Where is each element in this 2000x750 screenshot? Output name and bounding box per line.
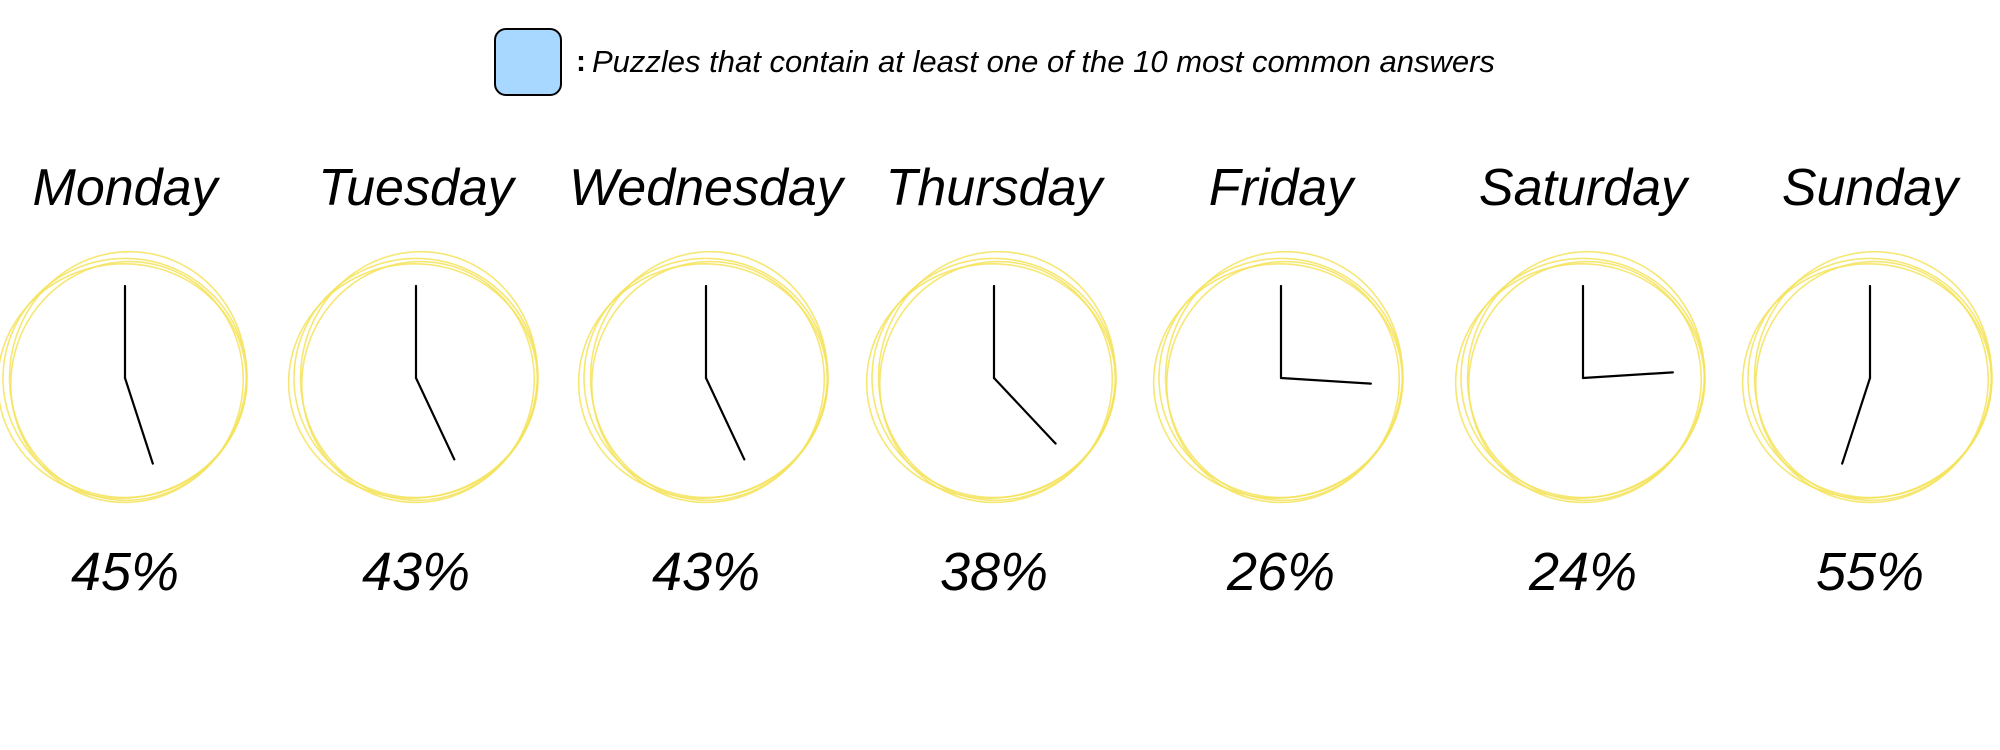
value-label-saturday: 24% bbox=[1528, 542, 1637, 602]
clock-thursday: Thursday 38% bbox=[865, 159, 1117, 602]
clock-face-stroke bbox=[1754, 260, 1990, 504]
clock-face bbox=[865, 250, 1117, 504]
clock-face-stroke bbox=[8, 250, 248, 502]
value-label-monday: 45% bbox=[71, 542, 179, 602]
clock-face-stroke bbox=[0, 262, 248, 500]
legend: : Puzzles that contain at least one of t… bbox=[494, 26, 1495, 98]
clock-face-stroke bbox=[1467, 260, 1703, 504]
clock-face bbox=[1152, 250, 1404, 504]
legend-colon: : bbox=[576, 45, 586, 78]
clock-face-stroke bbox=[1741, 262, 1993, 500]
day-label-wednesday: Wednesday bbox=[569, 159, 846, 217]
value-label-friday: 26% bbox=[1226, 542, 1335, 602]
clock-face-stroke bbox=[1164, 250, 1404, 502]
day-label-monday: Monday bbox=[33, 159, 221, 217]
day-label-sunday: Sunday bbox=[1782, 159, 1961, 217]
clock-face-stroke bbox=[9, 260, 245, 504]
clock-friday: Friday 26% bbox=[1152, 159, 1404, 602]
clock-face-stroke bbox=[1454, 262, 1706, 500]
clock-monday: Monday 45% bbox=[0, 159, 248, 602]
clock-value-hand bbox=[123, 376, 154, 465]
clock-face-stroke bbox=[299, 250, 539, 502]
value-label-tuesday: 43% bbox=[362, 542, 470, 602]
day-label-saturday: Saturday bbox=[1479, 159, 1690, 217]
day-label-thursday: Thursday bbox=[886, 159, 1106, 217]
clock-face-stroke bbox=[865, 262, 1117, 500]
clock-face-stroke bbox=[878, 260, 1114, 504]
clock-tuesday: Tuesday 43% bbox=[287, 159, 539, 602]
clock-face-stroke bbox=[287, 262, 539, 500]
clock-face bbox=[1741, 250, 1993, 504]
clock-face-stroke bbox=[300, 260, 536, 504]
clock-face bbox=[0, 250, 248, 504]
clock-face bbox=[577, 250, 829, 504]
clock-face-stroke bbox=[1466, 250, 1706, 502]
legend-swatch bbox=[494, 28, 562, 96]
clock-face bbox=[1454, 250, 1706, 504]
clock-face-stroke bbox=[590, 260, 826, 504]
clock-face-stroke bbox=[877, 250, 1117, 502]
clock-value-hand bbox=[704, 376, 746, 461]
clock-wednesday: Wednesday 43% bbox=[569, 159, 846, 602]
clock-face-stroke bbox=[577, 262, 829, 500]
clock-face-stroke bbox=[589, 250, 829, 502]
day-label-friday: Friday bbox=[1209, 159, 1356, 217]
clock-value-hand bbox=[1279, 376, 1372, 385]
clock-sunday: Sunday 55% bbox=[1741, 159, 1993, 602]
value-label-sunday: 55% bbox=[1816, 542, 1924, 602]
legend-text: Puzzles that contain at least one of the… bbox=[592, 44, 1495, 79]
value-label-wednesday: 43% bbox=[652, 542, 760, 602]
value-label-thursday: 38% bbox=[940, 542, 1048, 602]
clock-saturday: Saturday 24% bbox=[1454, 159, 1706, 602]
clock-face-stroke bbox=[1152, 262, 1404, 500]
clock-value-hand bbox=[992, 376, 1057, 445]
clock-value-hand bbox=[414, 376, 456, 461]
clock-face bbox=[287, 250, 539, 504]
clock-value-hand bbox=[1841, 376, 1872, 465]
day-label-tuesday: Tuesday bbox=[318, 159, 517, 217]
clock-value-hand bbox=[1581, 371, 1674, 380]
clock-face-stroke bbox=[1165, 260, 1401, 504]
